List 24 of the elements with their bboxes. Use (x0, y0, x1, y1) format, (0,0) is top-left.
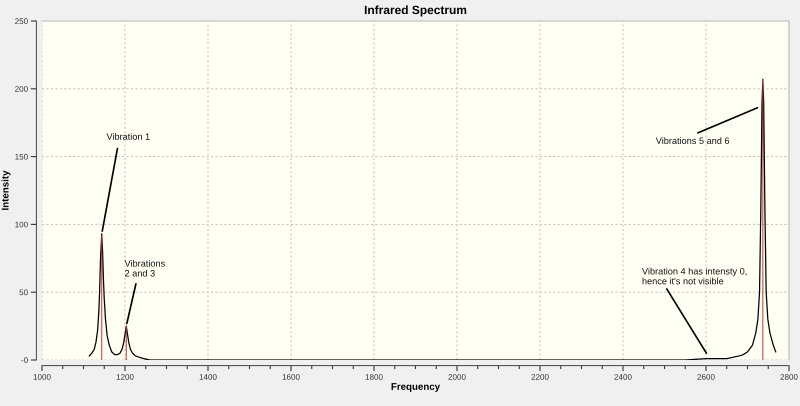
x-tick-label: 2400 (614, 374, 632, 380)
x-tick-label: 1000 (34, 374, 51, 380)
y-tick-label: 200 (15, 86, 28, 92)
x-tick-label: 2600 (697, 374, 715, 380)
x-tick-label: 1200 (116, 374, 134, 380)
y-axis-title: Intensity (1, 170, 11, 210)
annotation: Vibration 4 has intensty 0, hence it's not visible (642, 268, 746, 284)
y-tick-label: 250 (15, 18, 28, 24)
x-tick-label: 2000 (448, 374, 466, 380)
y-tick-label: 50 (19, 289, 28, 296)
y-tick-label: 150 (15, 154, 28, 160)
chart-title: Infrared Spectrum (364, 5, 466, 17)
x-tick-label: 1400 (200, 374, 217, 380)
y-tick-label: 100 (15, 222, 28, 228)
x-tick-label: 1800 (366, 374, 383, 380)
x-axis-title: Frequency (392, 383, 440, 392)
annotation: Vibration 1 (106, 133, 150, 140)
x-tick-label: 2200 (531, 374, 549, 380)
y-tick-label: -0 (21, 357, 28, 363)
line-series (88, 78, 776, 360)
x-tick-label: 1600 (282, 374, 300, 380)
annotation: Vibrations 5 and 6 (656, 137, 730, 144)
x-tick-label: 2800 (780, 374, 798, 380)
annotation: Vibrations 2 and 3 (124, 260, 165, 277)
